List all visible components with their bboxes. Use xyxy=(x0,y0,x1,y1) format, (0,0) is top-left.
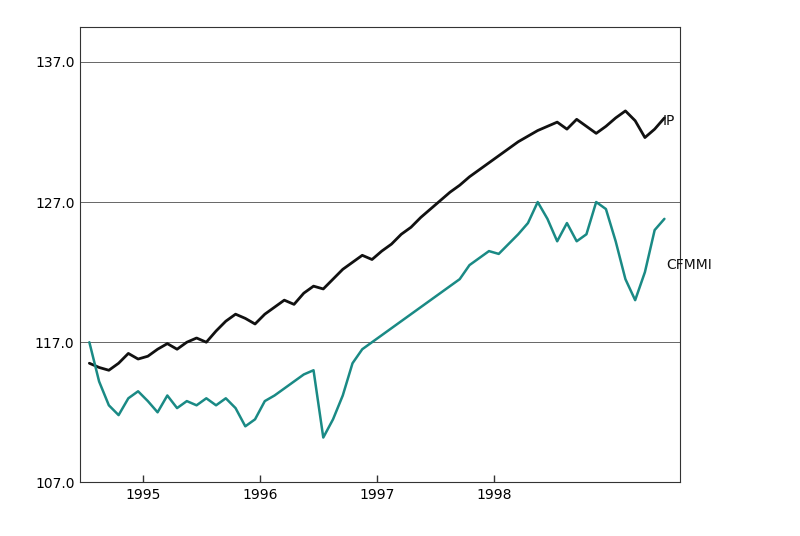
Text: CFMMI: CFMMI xyxy=(666,258,712,272)
Text: IP: IP xyxy=(662,114,675,128)
